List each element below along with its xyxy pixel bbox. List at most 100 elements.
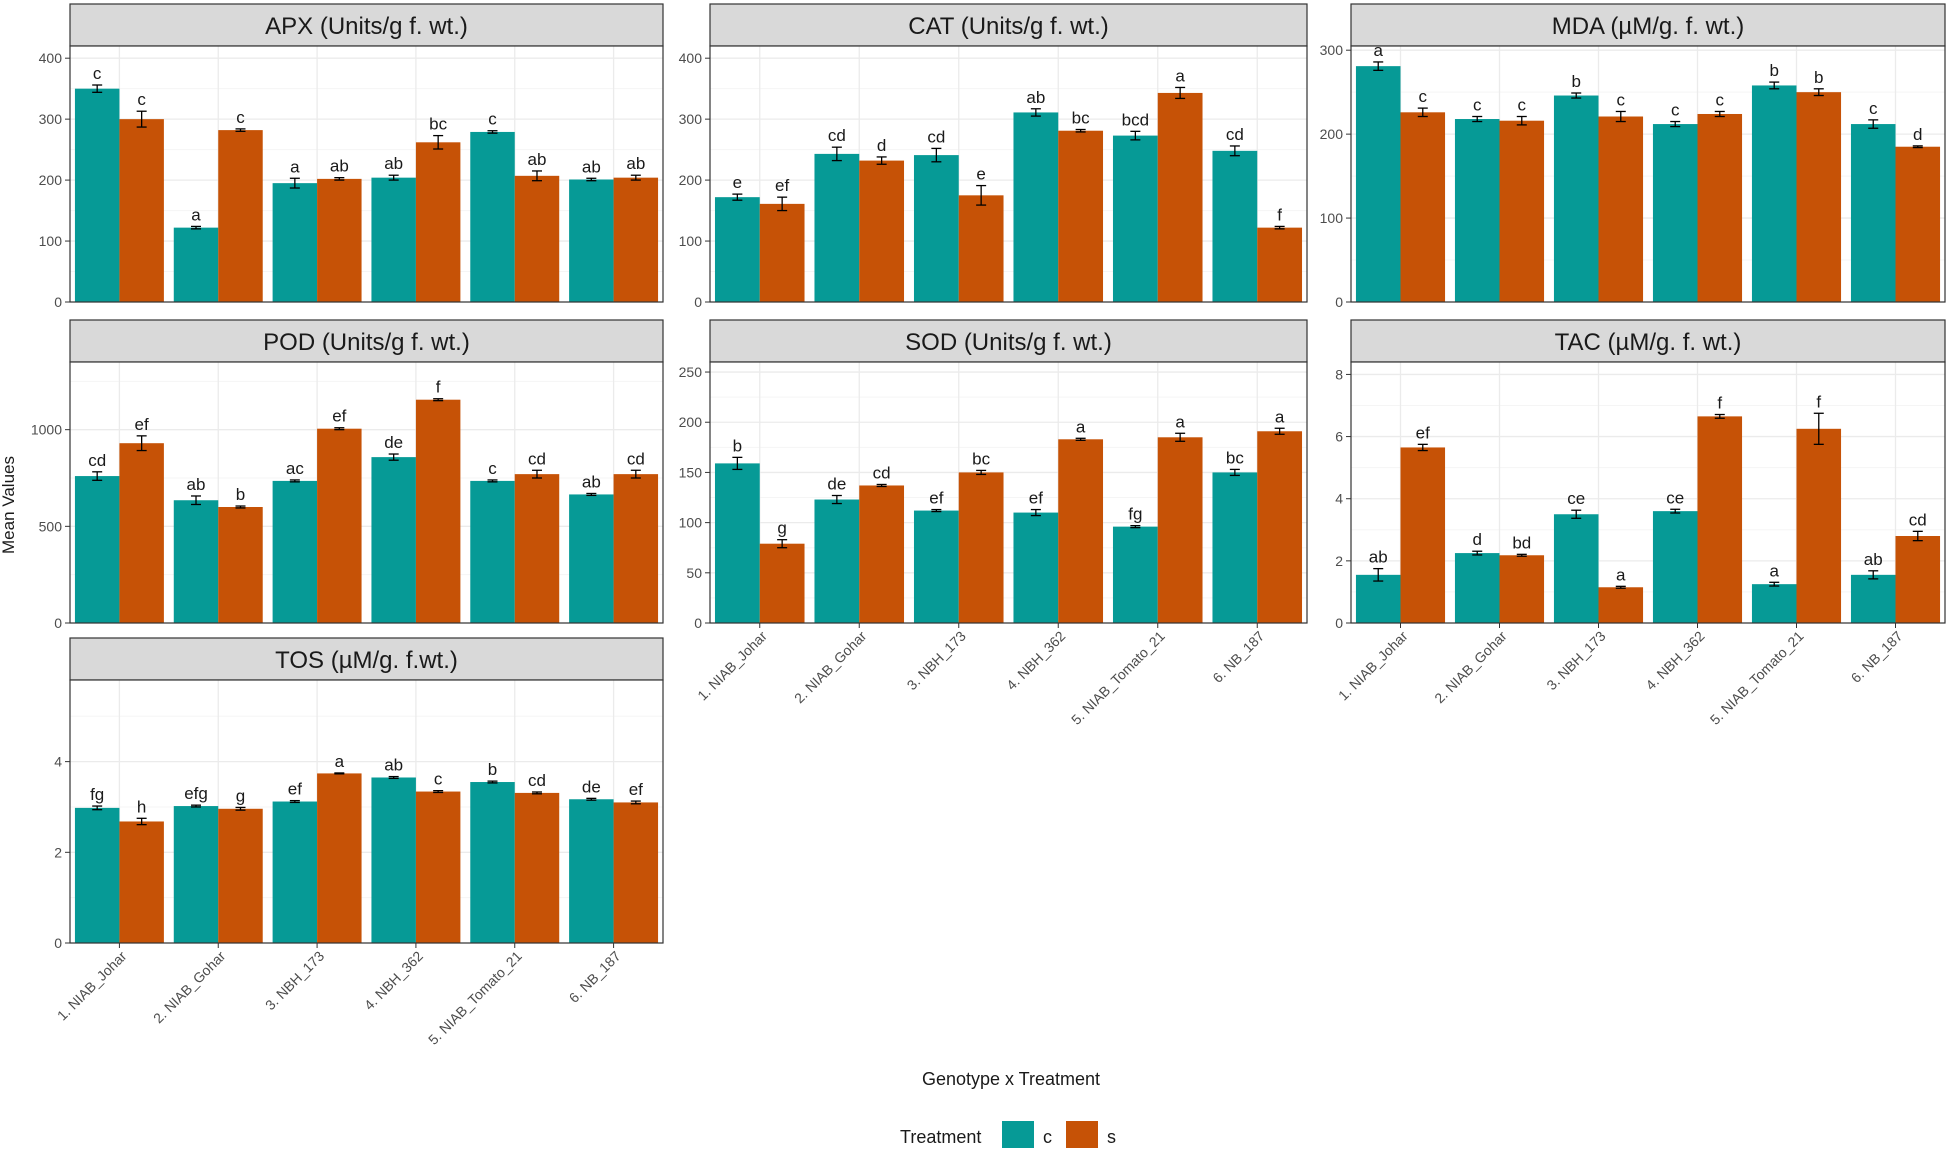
panel-1: APX (Units/g f. wt.) 0 100 200 300 400 c a a ab c a…: [39, 3, 664, 310]
bar-c: [1454, 553, 1500, 623]
y-tick-label: 0: [54, 294, 62, 310]
plot-background: [70, 362, 663, 623]
significance-letter: bc: [1226, 448, 1244, 467]
y-tick-label: 200: [39, 172, 63, 188]
significance-letter: de: [582, 777, 601, 796]
bar-s: [1058, 130, 1104, 302]
bar-s: [218, 130, 263, 302]
significance-letter: cd: [1226, 125, 1244, 144]
panel-4: POD (Units/g f. wt.) 0 500 1000 cd ab ac de c ab e…: [31, 319, 664, 631]
bar-c: [1212, 472, 1258, 623]
bar-s: [613, 177, 659, 302]
bar-c: [74, 476, 120, 623]
significance-letter: a: [1275, 407, 1285, 426]
legend-label-c: c: [1043, 1127, 1052, 1147]
x-tick-label: 5. NIAB_Tomato_21: [425, 948, 525, 1048]
bar-c: [814, 153, 860, 302]
bar-s: [1400, 447, 1446, 623]
y-tick-label: 4: [54, 754, 62, 770]
panel-border: [709, 45, 1308, 303]
bar-c: [272, 480, 318, 623]
bar-s: [415, 399, 461, 623]
significance-letter: bd: [1512, 533, 1531, 552]
y-tick-label: 0: [54, 935, 62, 951]
significance-letter: ef: [1029, 489, 1043, 508]
significance-letter: c: [1518, 96, 1527, 115]
significance-letter: cd: [528, 771, 546, 790]
bar-c: [272, 183, 318, 302]
significance-letter: a: [1616, 565, 1626, 584]
bar-s: [514, 175, 560, 302]
bar-c: [371, 177, 416, 302]
y-tick-label: 400: [39, 50, 63, 66]
bar-s: [1796, 92, 1842, 302]
significance-letter: ef: [929, 489, 943, 508]
significance-letter: bc: [972, 449, 990, 468]
significance-letter: ce: [1666, 488, 1684, 507]
x-tick-label: 4. NBH_362: [361, 948, 426, 1013]
bar-c: [74, 88, 120, 303]
panel-title: APX (Units/g f. wt.): [265, 13, 468, 40]
bar-c: [1553, 95, 1599, 303]
significance-letter: ce: [1567, 489, 1585, 508]
y-tick-label: 1000: [31, 422, 62, 438]
significance-letter: bc: [429, 115, 447, 134]
significance-letter: d: [1472, 530, 1481, 549]
bar-c: [74, 807, 120, 943]
bar-c: [1751, 584, 1797, 623]
bar-s: [1598, 116, 1644, 303]
y-tick-label: 6: [1335, 429, 1343, 445]
y-tick-label: 300: [1320, 42, 1344, 58]
bar-c: [814, 499, 860, 623]
bar-c: [1112, 526, 1158, 623]
panel-border: [1350, 45, 1946, 303]
y-tick-label: 8: [1335, 366, 1343, 382]
significance-letter: ef: [1416, 423, 1430, 442]
bar-s: [1400, 112, 1446, 302]
significance-letter: ab: [384, 756, 403, 775]
bar-c: [272, 801, 318, 943]
y-axis-title: Mean Values: [0, 456, 18, 554]
panel-border: [1350, 361, 1946, 624]
y-tick-label: 100: [39, 233, 63, 249]
bar-s: [1697, 416, 1743, 623]
x-tick-label: 2. NIAB_Gohar: [1431, 628, 1510, 707]
significance-letter: c: [488, 110, 497, 129]
significance-letter: g: [777, 519, 786, 538]
bar-c: [1355, 66, 1401, 303]
significance-letter: f: [436, 378, 441, 397]
significance-letter: bcd: [1122, 110, 1149, 129]
significance-letter: cd: [528, 449, 546, 468]
y-tick-label: 200: [1320, 126, 1344, 142]
significance-letter: e: [733, 173, 742, 192]
legend-label-s: s: [1107, 1127, 1116, 1147]
significance-letter: d: [877, 136, 886, 155]
bar-c: [1850, 124, 1896, 302]
y-tick-label: 500: [39, 518, 63, 534]
x-tick-label: 6. NB_187: [1209, 628, 1267, 686]
significance-letter: a: [1076, 417, 1086, 436]
bar-c: [173, 227, 219, 302]
x-tick-label: 6. NB_187: [1848, 628, 1906, 686]
x-tick-label: 4. NBH_362: [1642, 628, 1707, 693]
y-tick-label: 0: [694, 294, 702, 310]
y-tick-label: 100: [1320, 210, 1344, 226]
bar-s: [317, 428, 362, 623]
y-tick-label: 100: [679, 233, 703, 249]
bar-s: [1257, 431, 1303, 623]
bar-s: [958, 472, 1004, 623]
bar-c: [1013, 112, 1059, 302]
panel-title: POD (Units/g f. wt.): [263, 329, 470, 356]
significance-letter: b: [1814, 68, 1823, 87]
legend: Treatment c s: [900, 1121, 1116, 1148]
significance-letter: ab: [1369, 548, 1388, 567]
bar-s: [317, 178, 362, 302]
significance-letter: e: [976, 165, 985, 184]
significance-letter: f: [1717, 394, 1722, 413]
significance-letter: ab: [582, 157, 601, 176]
significance-letter: a: [191, 205, 201, 224]
y-tick-label: 2: [54, 844, 62, 860]
bar-s: [415, 791, 461, 943]
bar-c: [1553, 514, 1599, 623]
x-tick-label: 3. NBH_173: [904, 628, 969, 693]
